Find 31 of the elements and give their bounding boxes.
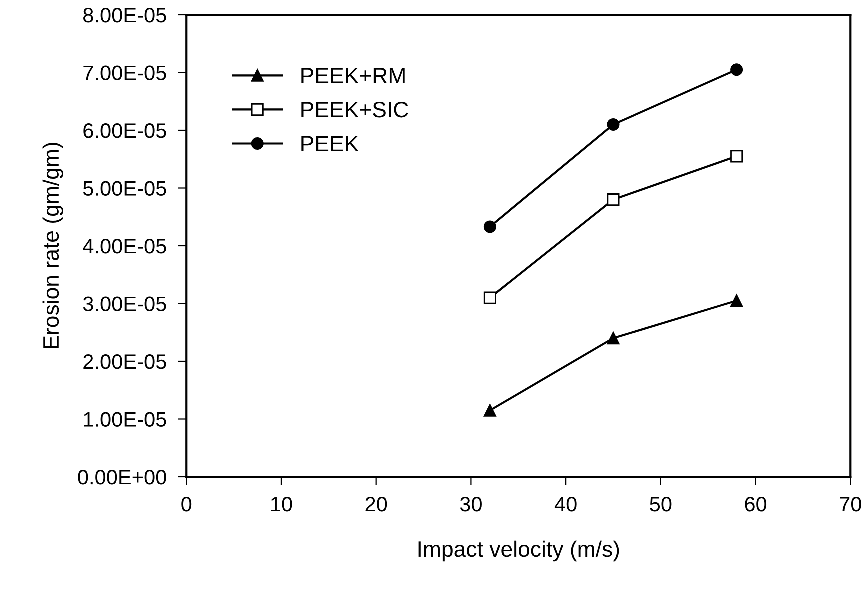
y-tick-label: 3.00E-05: [83, 296, 166, 312]
point: [730, 150, 744, 163]
x-tick-label: 30: [460, 496, 482, 512]
x-tick-label: 50: [650, 496, 672, 512]
point: [730, 294, 744, 308]
y-tick-label: 2.00E-05: [84, 354, 166, 370]
point: [607, 194, 620, 206]
point: [484, 220, 496, 234]
legend-label: PEEK+SIC: [302, 102, 408, 118]
y-tick-label: 8.00E-05: [84, 8, 166, 23]
y-axis-title: Erosion rate (gm/gm): [42, 143, 64, 349]
point: [484, 292, 496, 304]
point: [607, 332, 620, 345]
point: [607, 118, 620, 131]
x-tick-label: 70: [840, 496, 862, 512]
point: [730, 64, 744, 76]
y-tick-label: 5.00E-05: [83, 181, 166, 196]
y-tick-label: 0.00E+00: [78, 470, 166, 485]
x-tick-label: 10: [271, 496, 292, 512]
x-tick-label: 60: [745, 496, 767, 512]
x-tick-label: 0: [182, 496, 192, 512]
x-tick-label: 40: [554, 496, 577, 512]
legend-label: PEEK: [302, 136, 359, 152]
x-tick-label: 20: [366, 496, 388, 512]
y-tick-label: 7.00E-05: [84, 66, 166, 81]
legend-label: PEEK+RM: [302, 68, 405, 84]
y-tick-label: 6.00E-05: [84, 124, 166, 138]
y-tick-label: 4.00E-05: [83, 239, 166, 254]
y-tick-label: 1.00E-05: [84, 412, 166, 428]
point: [484, 404, 496, 417]
x-axis-title: Impact velocity (m/s): [418, 540, 620, 562]
